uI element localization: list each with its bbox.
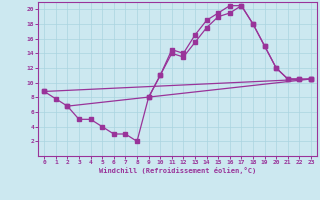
X-axis label: Windchill (Refroidissement éolien,°C): Windchill (Refroidissement éolien,°C) [99,167,256,174]
